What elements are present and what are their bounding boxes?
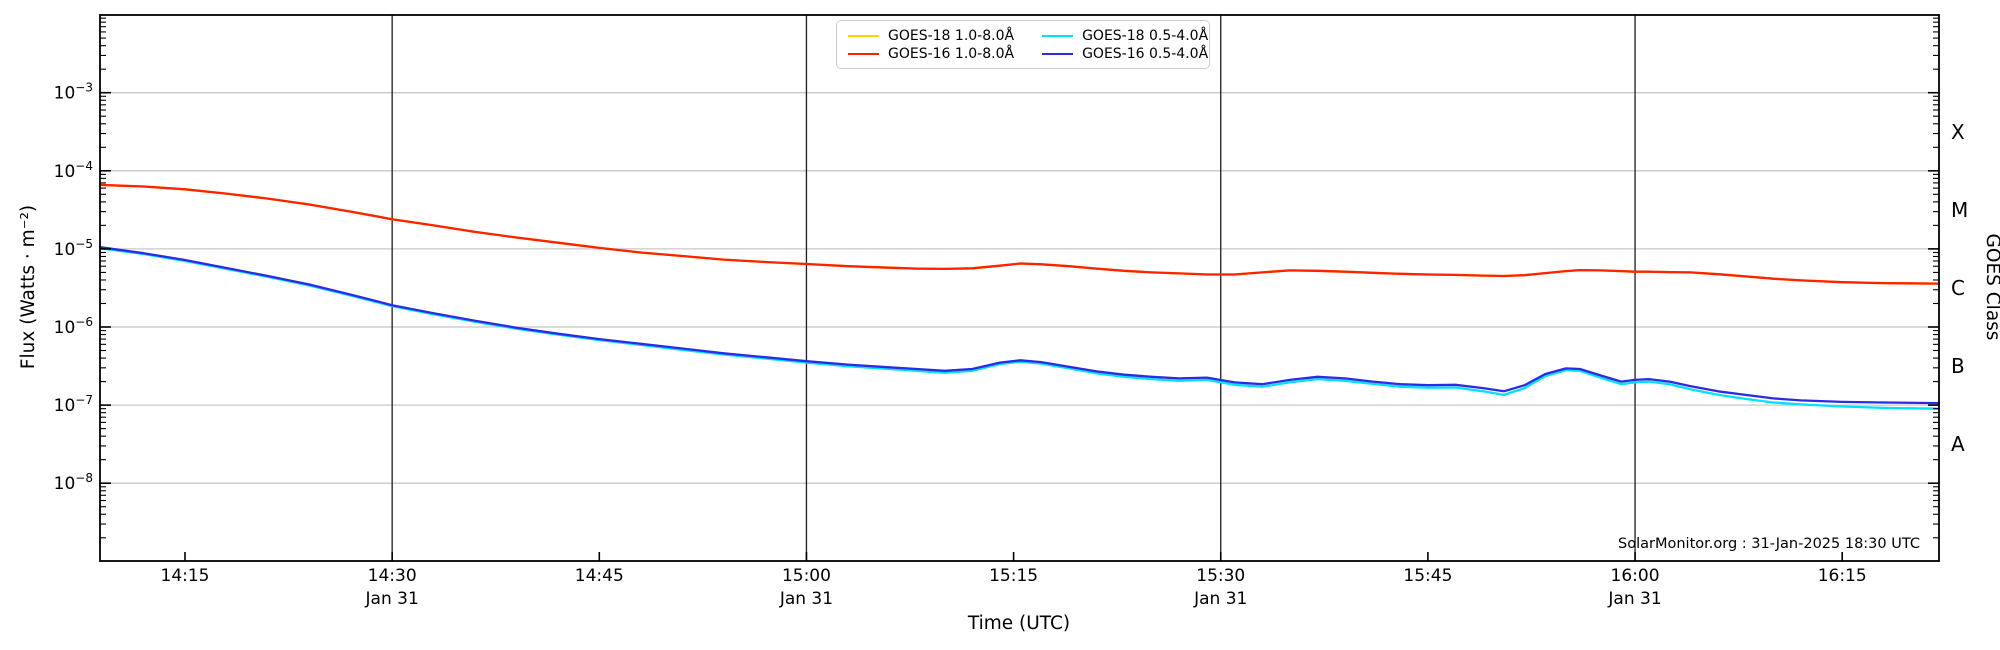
series-path-goes16-short (98, 246, 1941, 405)
legend-line-swatch-blue (1042, 52, 1074, 55)
x-tick-label: 15:30 (1196, 566, 1245, 586)
x-tick-label: 14:45 (575, 566, 624, 586)
series-path-goes16-long (98, 183, 1941, 285)
x-tick-label: 15:00 (782, 566, 831, 586)
watermark-text: SolarMonitor.org : 31-Jan-2025 18:30 UTC (1618, 536, 1920, 552)
legend-entry-goes18-short: GOES-18 0.5-4.0Å (1042, 28, 1208, 44)
x-tick-label: 16:15 (1818, 566, 1867, 586)
legend-label: GOES-18 0.5-4.0Å (1082, 27, 1209, 44)
y-tick-label: 10−4 (54, 159, 93, 182)
x-tick-label: 14:15 (161, 566, 210, 586)
time-guide-lines-layer (391, 15, 1636, 561)
legend-entry-goes16-short: GOES-16 0.5-4.0Å (1042, 46, 1208, 62)
goes-class-letter: B (1951, 354, 1965, 378)
y-tick-label: 10−7 (54, 393, 93, 416)
legend-entry-goes18-long: GOES-18 1.0-8.0Å (848, 28, 1014, 44)
x-tick-date-label: Jan 31 (779, 589, 833, 609)
goes-class-letter: A (1951, 432, 1965, 456)
right-axis-label: GOES Class (1982, 234, 2000, 341)
plot-border (99, 14, 1940, 562)
legend-label: GOES-18 1.0-8.0Å (888, 27, 1015, 44)
x-tick-labels-layer: 14:15 14:30 Jan 31 14:45 15:00 Jan 31 15:15 15:… (161, 566, 1867, 609)
y-tick-label: 10−8 (54, 471, 93, 494)
axes-spines-layer (99, 14, 1940, 562)
y-tick-label: 10−3 (54, 81, 93, 104)
axis-ticks-layer (100, 17, 1939, 561)
goes-class-letters-layer: X M C B A (1951, 120, 1968, 456)
series-curves-layer (98, 183, 1941, 410)
x-tick-label: 16:00 (1611, 566, 1660, 586)
legend-line-swatch-cyan (1042, 34, 1074, 37)
x-tick-date-label: Jan 31 (365, 589, 419, 609)
legend-line-swatch-red (848, 52, 879, 55)
x-tick-label: 14:30 (368, 566, 417, 586)
goes-class-letter: M (1951, 198, 1968, 222)
legend-label: GOES-16 0.5-4.0Å (1082, 45, 1209, 62)
goes-class-letter: X (1951, 120, 1965, 144)
x-tick-date-label: Jan 31 (1607, 589, 1661, 609)
y-tick-label: 10−6 (54, 315, 93, 338)
x-tick-date-label: Jan 31 (1193, 589, 1247, 609)
y-tick-labels-layer: 10−3 10−4 10−5 10−6 10−7 10−8 (54, 81, 93, 495)
series-path-goes18-long (98, 183, 1941, 285)
x-axis-label: Time (UTC) (967, 613, 1070, 634)
y-tick-label: 10−5 (54, 237, 93, 260)
legend: GOES-18 1.0-8.0Å GOES-18 0.5-4.0Å GOES-1… (836, 20, 1210, 69)
goes-class-letter: C (1951, 276, 1965, 300)
x-tick-label: 15:15 (989, 566, 1038, 586)
legend-label: GOES-16 1.0-8.0Å (888, 45, 1015, 62)
legend-entry-goes16-long: GOES-16 1.0-8.0Å (848, 46, 1014, 62)
x-tick-label: 15:45 (1403, 566, 1452, 586)
legend-line-swatch-yellow (848, 34, 879, 37)
y-axis-label: Flux (Watts · m⁻²) (18, 205, 39, 369)
gridlines-layer (100, 92, 1939, 484)
